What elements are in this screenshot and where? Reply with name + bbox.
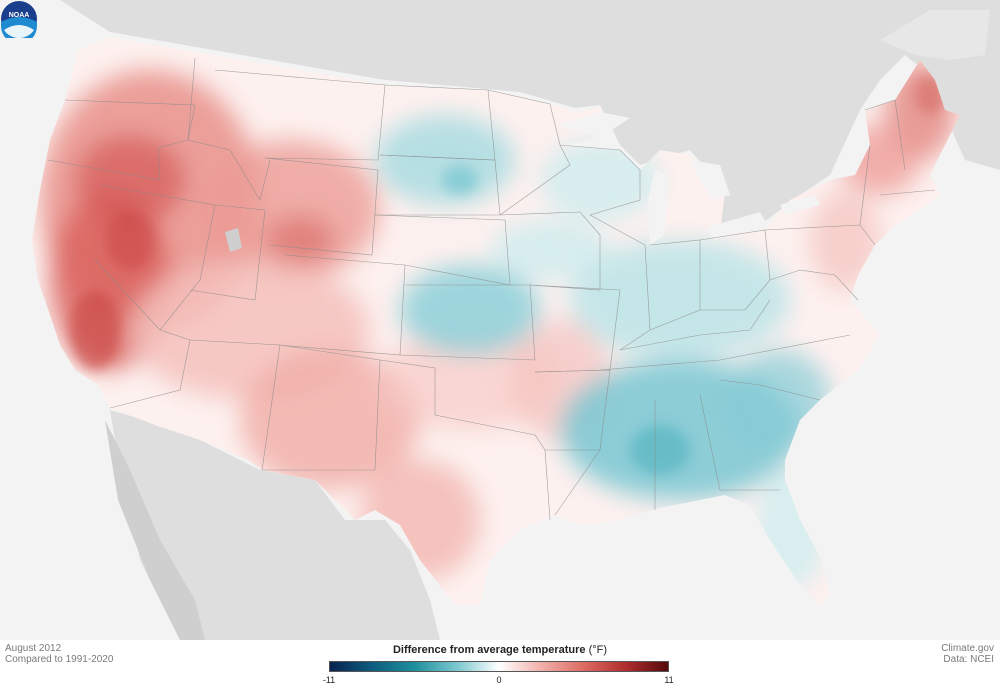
- temperature-anomaly-map: [40, 0, 1000, 640]
- anomaly-field: [40, 60, 955, 590]
- state-borders: [47, 57, 936, 521]
- source-data: Data: NCEI: [943, 654, 994, 665]
- legend-title: Difference from average temperature (°F): [330, 644, 670, 656]
- legend-title-text: Difference from average temperature: [392, 644, 586, 656]
- great-lakes: [225, 112, 820, 252]
- legend-mid-label: 0: [496, 675, 502, 685]
- legend-min-label: -11: [322, 675, 336, 685]
- noaa-logo-icon: NOAA: [1, 1, 37, 38]
- legend-max-label: 11: [664, 675, 674, 685]
- legend-color-bar: [329, 661, 669, 672]
- legend-unit: (°F): [588, 644, 608, 656]
- noaa-logo-text: NOAA: [9, 12, 30, 19]
- map-area: NOAA: [0, 0, 1000, 640]
- map-date: August 2012: [5, 643, 62, 654]
- source-site: Climate.gov: [941, 643, 994, 654]
- surrounding-land: [60, 0, 1000, 640]
- baseline-period: Compared to 1991-2020: [5, 654, 114, 665]
- footer: August 2012 Compared to 1991-2020 Differ…: [0, 640, 1000, 690]
